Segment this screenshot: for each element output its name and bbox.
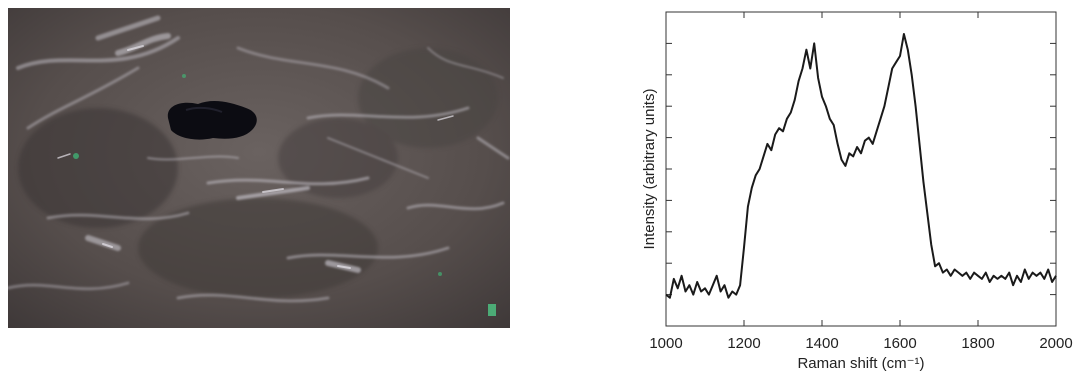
spectrum-line xyxy=(665,33,1057,299)
x-tick-label-1600: 1600 xyxy=(883,335,916,352)
x-axis-title: Raman shift (cm⁻¹) xyxy=(797,355,924,372)
x-tick-label-1400: 1400 xyxy=(805,335,838,352)
x-axis-ticks xyxy=(665,12,1057,326)
fiber-highlights xyxy=(8,15,510,303)
shadow-patches xyxy=(18,48,498,298)
dark-particle xyxy=(167,101,257,140)
raman-spectrum-chart: 1000 1200 1400 1600 1800 2000 Raman shift (cm… xyxy=(620,0,1081,374)
y-axis-ticks xyxy=(666,42,1056,296)
y-axis-title: Intensity (arbitrary units) xyxy=(641,89,658,250)
green-specks xyxy=(73,74,496,316)
x-tick-label-1800: 1800 xyxy=(961,335,994,352)
x-tick-label-2000: 2000 xyxy=(1039,335,1072,352)
fiber-glints xyxy=(57,45,454,269)
raman-spectrum-plot: 1000 1200 1400 1600 1800 2000 Raman shift (cm… xyxy=(641,11,1073,372)
microscope-image-drawing xyxy=(8,8,510,328)
microscope-image xyxy=(8,8,510,328)
x-axis-tick-labels: 1000 1200 1400 1600 1800 2000 xyxy=(649,335,1072,352)
x-tick-label-1000: 1000 xyxy=(649,335,682,352)
x-tick-label-1200: 1200 xyxy=(727,335,760,352)
